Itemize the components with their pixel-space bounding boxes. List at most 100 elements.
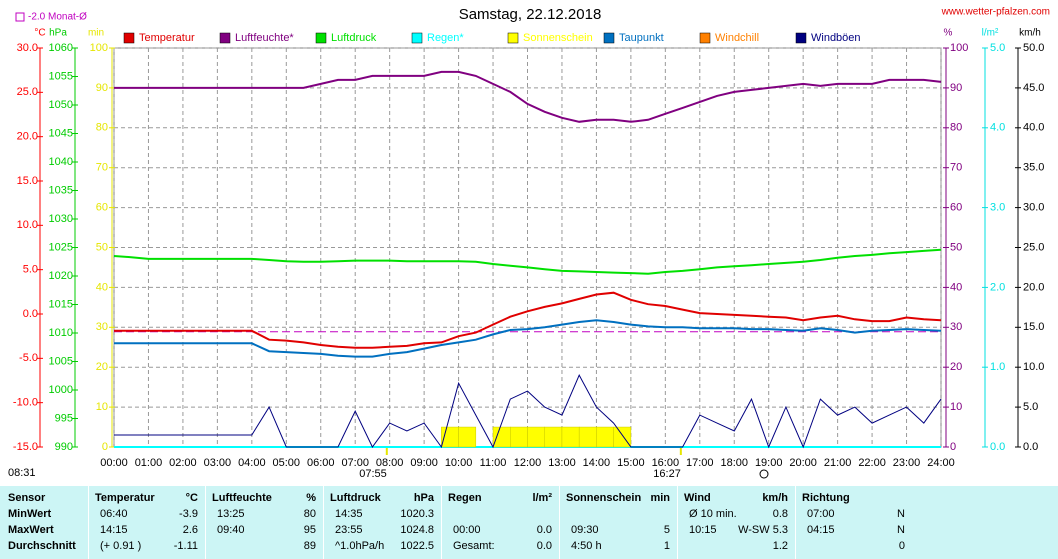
divider xyxy=(441,486,442,559)
axis-unit: hPa xyxy=(49,28,67,39)
y-tick-label: -10.0 xyxy=(13,397,38,409)
y-tick-label: 100 xyxy=(950,42,968,54)
chart-title: Samstag, 22.12.2018 xyxy=(459,6,602,23)
series-line xyxy=(114,319,942,358)
table-cell: Luftfeuchte xyxy=(212,492,272,504)
sun-marker-label: 16:27 xyxy=(653,468,681,480)
table-cell: °C xyxy=(185,492,198,504)
table-cell: -3.9 xyxy=(179,508,198,520)
table-cell: 1020.3 xyxy=(400,508,434,520)
table-cell: Durchschnitt xyxy=(8,540,76,552)
avg-label: -2.0 Monat-Ø xyxy=(28,12,87,23)
y-tick-label: 70 xyxy=(96,162,108,174)
y-tick-label: 1045 xyxy=(49,127,73,139)
x-tick-label: 18:00 xyxy=(720,457,748,469)
x-tick-label: 09:00 xyxy=(410,457,438,469)
sun-bar xyxy=(561,426,580,448)
y-tick-label: 1025 xyxy=(49,241,73,253)
table-cell: l/m² xyxy=(532,492,552,504)
legend-swatch xyxy=(315,32,327,44)
legend-label: Taupunkt xyxy=(619,32,664,44)
table-cell: 2.6 xyxy=(182,524,198,536)
y-tick-label: 20 xyxy=(96,361,108,373)
y-tick-label: 20.0 xyxy=(1023,281,1044,293)
table-cell: Gesamt: xyxy=(453,540,495,552)
y-tick-label: 1030 xyxy=(49,213,73,225)
table-cell: Sonnenschein xyxy=(566,492,642,504)
legend-swatch xyxy=(699,32,711,44)
sun-bar xyxy=(458,426,477,448)
y-tick-label: 1005 xyxy=(49,355,73,367)
y-tick-label: 5.0 xyxy=(1023,401,1038,413)
x-tick-label: 10:00 xyxy=(445,457,473,469)
divider xyxy=(559,486,560,559)
y-tick-label: 1040 xyxy=(49,156,73,168)
y-tick-label: 1.0 xyxy=(990,361,1005,373)
table-cell: 14:15 xyxy=(100,524,128,536)
table-cell: 13:25 xyxy=(217,508,245,520)
y-tick-label: 40 xyxy=(950,281,962,293)
axis-unit: °C xyxy=(34,28,45,39)
table-cell: N xyxy=(897,508,905,520)
y-tick-label: 30 xyxy=(950,321,962,333)
legend-swatch xyxy=(603,32,615,44)
y-tick-label: -15.0 xyxy=(13,441,38,453)
avg-icon xyxy=(15,12,25,22)
y-tick-label: -5.0 xyxy=(19,352,38,364)
y-tick-label: 15.0 xyxy=(17,175,38,187)
divider xyxy=(323,486,324,559)
table-cell: 89 xyxy=(303,540,316,552)
y-tick-label: 2.0 xyxy=(990,281,1005,293)
y-tick-label: 1010 xyxy=(49,327,73,339)
table-cell: 04:15 xyxy=(807,524,835,536)
table-cell: min xyxy=(650,492,670,504)
x-tick-label: 20:00 xyxy=(789,457,817,469)
y-tick-label: 40 xyxy=(96,281,108,293)
y-tick-label: 10 xyxy=(950,401,962,413)
table-cell: W-SW 5.3 xyxy=(738,524,788,536)
x-tick-label: 13:00 xyxy=(548,457,576,469)
table-cell: MaxWert xyxy=(8,524,54,536)
table-cell: Wind xyxy=(684,492,711,504)
table-cell: 14:35 xyxy=(335,508,363,520)
divider xyxy=(88,486,89,559)
y-tick-label: 40.0 xyxy=(1023,122,1044,134)
legend-label: Windchill xyxy=(715,32,759,44)
table-cell: 0.0 xyxy=(536,540,552,552)
source: www.wetter-pfalzen.com xyxy=(941,7,1050,18)
axis-unit: min xyxy=(88,28,104,39)
y-tick-label: 25.0 xyxy=(17,86,38,98)
moon-icon xyxy=(759,469,769,479)
x-tick-label: 24:00 xyxy=(927,457,955,469)
stats-table: Sensor Temperatur °C Luftfeuchte% Luftdruck h… xyxy=(0,486,1058,559)
y-tick-label: 90 xyxy=(96,82,108,94)
y-tick-label: 45.0 xyxy=(1023,82,1044,94)
table-cell: 80 xyxy=(303,508,316,520)
y-tick-label: 0 xyxy=(102,441,108,453)
table-cell: Ø 10 min. xyxy=(689,508,737,520)
y-tick-label: 30 xyxy=(96,321,108,333)
sun-marker-label: 07:55 xyxy=(359,468,387,480)
sun-bar xyxy=(492,426,511,448)
y-tick-label: 30.0 xyxy=(1023,202,1044,214)
y-tick-label: 50 xyxy=(96,241,108,253)
series-line xyxy=(113,248,942,275)
y-tick-label: 0.0 xyxy=(1023,441,1038,453)
series-line xyxy=(114,291,942,349)
table-cell: 0.0 xyxy=(536,524,552,536)
sun-bar xyxy=(578,426,597,448)
y-tick-label: 1000 xyxy=(49,384,73,396)
y-tick-label: 1060 xyxy=(49,42,73,54)
axis-unit: km/h xyxy=(1019,28,1041,39)
table-cell: 10:15 xyxy=(689,524,717,536)
y-tick-label: 1035 xyxy=(49,184,73,196)
divider xyxy=(677,486,678,559)
table-cell: hPa xyxy=(413,492,434,504)
legend-swatch xyxy=(123,32,135,44)
table-cell: Sensor xyxy=(8,492,46,504)
axis-unit: l/m² xyxy=(982,28,999,39)
x-tick-label: 11:00 xyxy=(480,457,507,469)
y-tick-label: 0.0 xyxy=(990,441,1005,453)
table-cell: ^1.0hPa/h xyxy=(335,540,385,552)
